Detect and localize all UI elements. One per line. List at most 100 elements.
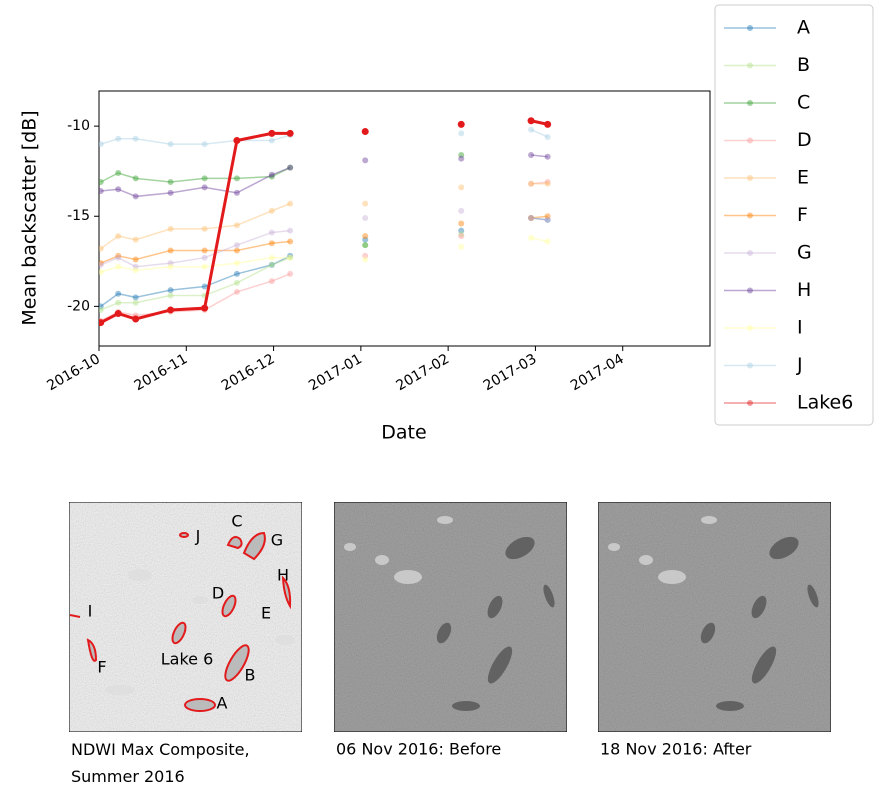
- data-point: [167, 306, 175, 314]
- legend-marker: [747, 212, 753, 219]
- data-point: [201, 225, 208, 232]
- data-point: [99, 269, 104, 276]
- legend-marker: [747, 287, 753, 294]
- legend-marker: [747, 25, 753, 31]
- data-point: [167, 263, 174, 270]
- x-tick-label: 2017-01: [306, 351, 365, 394]
- data-point: [201, 141, 208, 148]
- data-point: [99, 260, 104, 267]
- series-line: [100, 129, 548, 145]
- data-point: [544, 179, 551, 186]
- legend-label: J: [796, 354, 803, 376]
- y-tick-label: -20: [67, 298, 90, 314]
- data-point: [528, 215, 535, 222]
- data-point: [457, 120, 465, 128]
- x-axis-label: Date: [381, 422, 426, 444]
- data-point: [362, 252, 369, 259]
- data-point: [115, 135, 122, 142]
- data-point: [167, 292, 174, 299]
- data-point: [115, 299, 122, 306]
- data-point: [268, 254, 275, 261]
- data-point: [99, 303, 104, 310]
- data-point: [544, 153, 551, 160]
- legend-marker: [747, 137, 753, 144]
- series-line: [100, 183, 548, 250]
- lake-label: J: [195, 527, 201, 546]
- lake-label: F: [97, 658, 106, 677]
- panel-caption: 06 Nov 2016: Before: [336, 740, 501, 759]
- data-point: [527, 117, 535, 125]
- data-point: [544, 213, 551, 220]
- legend-label: G: [797, 242, 812, 264]
- data-point: [132, 236, 139, 243]
- data-point: [99, 261, 104, 268]
- data-point: [115, 254, 122, 261]
- data-point: [287, 254, 294, 261]
- x-tick-label: 2016-11: [132, 351, 191, 394]
- data-point: [544, 180, 551, 187]
- data-point: [544, 216, 551, 223]
- lake-label: B: [245, 666, 256, 685]
- data-point: [132, 315, 140, 323]
- data-point: [233, 189, 240, 196]
- data-point: [458, 233, 465, 240]
- data-point: [201, 283, 208, 290]
- data-point: [132, 267, 139, 274]
- data-point: [132, 294, 139, 301]
- series-line: [100, 119, 548, 324]
- lake-label: C: [231, 512, 242, 531]
- data-point: [114, 310, 122, 318]
- data-point: [233, 270, 240, 277]
- panel-before: [333, 501, 568, 733]
- data-point: [115, 290, 122, 297]
- y-tick-label: -10: [67, 118, 90, 134]
- data-point: [132, 256, 139, 263]
- data-point: [362, 242, 369, 249]
- legend-marker: [747, 62, 753, 69]
- data-point: [132, 175, 139, 182]
- data-point: [167, 260, 174, 267]
- legend-label: B: [797, 54, 810, 76]
- lake-label: E: [261, 604, 271, 623]
- data-point: [362, 215, 369, 222]
- data-point: [287, 238, 294, 245]
- data-point: [268, 278, 275, 285]
- data-point: [458, 220, 465, 227]
- data-point: [528, 234, 535, 241]
- data-point: [286, 129, 294, 137]
- legend-box: [714, 4, 874, 426]
- data-point: [233, 242, 240, 249]
- legend-marker: [747, 100, 753, 106]
- x-tick-label: 2016-12: [219, 351, 278, 394]
- data-point: [115, 186, 122, 193]
- data-point: [544, 216, 551, 223]
- data-point: [233, 279, 240, 286]
- data-point: [201, 184, 208, 191]
- data-point: [544, 133, 551, 140]
- data-point: [268, 207, 275, 214]
- plot-frame: [98, 90, 711, 347]
- data-point: [201, 263, 208, 270]
- data-point: [167, 247, 174, 254]
- lake-label: H: [277, 566, 289, 585]
- data-point: [167, 179, 174, 186]
- legend-label: D: [797, 129, 812, 151]
- series-line: [100, 217, 548, 268]
- legend-marker: [747, 175, 753, 181]
- data-point: [362, 233, 369, 240]
- data-point: [233, 137, 241, 145]
- data-point: [233, 247, 240, 254]
- series-line: [101, 155, 461, 182]
- legend-label: C: [797, 92, 810, 114]
- lake-label: A: [217, 694, 228, 713]
- data-point: [99, 179, 104, 186]
- data-point: [458, 184, 465, 191]
- data-point: [528, 215, 535, 222]
- data-point: [268, 240, 275, 247]
- legend-label: E: [797, 167, 809, 189]
- data-point: [458, 243, 465, 250]
- legend-label: F: [797, 204, 808, 226]
- lake-label: Lake 6: [161, 650, 214, 669]
- data-point: [132, 299, 139, 306]
- y-axis-label: Mean backscatter [dB]: [19, 110, 41, 325]
